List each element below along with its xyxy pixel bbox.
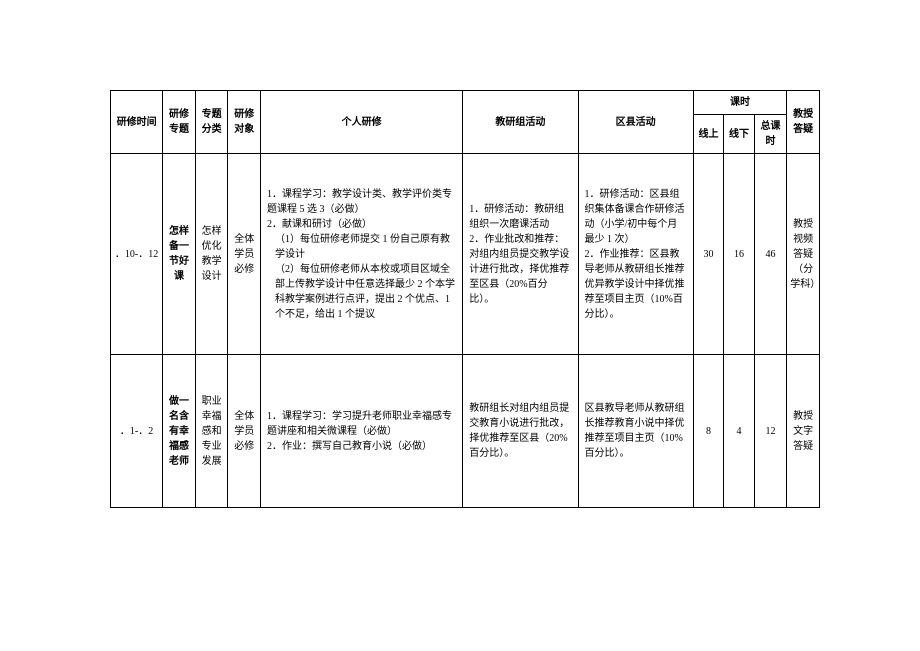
personal-item: 献课和研讨（必做） <box>282 219 372 230</box>
personal-item: 课程学习：教学设计类、教学评价类专题课程 5 选 3（必做） <box>267 189 452 215</box>
header-object: 研修对象 <box>228 91 261 154</box>
cell-personal: 1．课程学习：教学设计类、教学评价类专题课程 5 选 3（必做） 2．献课和研讨… <box>261 154 463 355</box>
header-online: 线上 <box>693 115 723 154</box>
personal-item: 作业：撰写自己教育小说（必做） <box>282 441 432 452</box>
training-schedule-table: 研修时间 研修专题 专题分类 研修对象 个人研修 教研组活动 区县活动 课时 教… <box>110 90 820 508</box>
cell-group: 1．研修活动：教研组组织一次磨课活动 2．作业批改和推荐：对组内组员提交教学设计… <box>463 154 578 355</box>
cell-topic: 做一名含有幸福感老师 <box>163 355 196 508</box>
header-group: 教研组活动 <box>463 91 578 154</box>
header-offline: 线下 <box>724 115 754 154</box>
cell-group: 教研组长对组内组员提交教育小说进行批改，择优推荐至区县（20%百分比）。 <box>463 355 578 508</box>
cell-qa: 教授视频答疑（分学科） <box>787 154 820 355</box>
cell-topic: 怎样备一节好课 <box>163 154 196 355</box>
district-item: 作业推荐：区县教导老师从教研组长推荐优异教学设计中择优推荐至项目主页（10%百分… <box>585 249 685 320</box>
cell-district: 1．研修活动：区县组织集体备课合作研修活动（小学/初中每个月最少 1 次） 2．… <box>578 154 693 355</box>
header-qa: 教授答疑 <box>787 91 820 154</box>
cell-district: 区县教导老师从教研组长推荐教育小说中择优推荐至项目主页（10%百分比）。 <box>578 355 693 508</box>
cell-offline: 16 <box>724 154 754 355</box>
group-item: 研修活动：教研组组织一次磨课活动 <box>469 204 564 230</box>
header-category: 专题分类 <box>195 91 228 154</box>
cell-offline: 4 <box>724 355 754 508</box>
cell-category: 职业幸福感和专业发展 <box>195 355 228 508</box>
personal-subitem: （1）每位研修老师提交 1 份自己原有教学设计 <box>267 232 456 262</box>
header-time: 研修时间 <box>111 91 163 154</box>
header-total: 总课时 <box>754 115 787 154</box>
group-item: 作业批改和推荐：对组内组员提交教学设计进行批改，择优推荐至区县（20%百分比）。 <box>469 234 569 305</box>
header-personal: 个人研修 <box>261 91 463 154</box>
cell-time: ．1-．2 <box>111 355 163 508</box>
cell-object: 全体学员必修 <box>228 355 261 508</box>
cell-total: 46 <box>754 154 787 355</box>
header-topic: 研修专题 <box>163 91 196 154</box>
header-hours: 课时 <box>693 91 786 115</box>
cell-qa: 教授文字答疑 <box>787 355 820 508</box>
personal-subitem: （2）每位研修老师从本校或项目区域全部上传教学设计中任意选择最少 2 个本学科教… <box>267 262 456 322</box>
table-row: ．1-．2 做一名含有幸福感老师 职业幸福感和专业发展 全体学员必修 1．课程学… <box>111 355 820 508</box>
district-item: 研修活动：区县组织集体备课合作研修活动（小学/初中每个月最少 1 次） <box>585 189 685 245</box>
cell-object: 全体学员必修 <box>228 154 261 355</box>
header-district: 区县活动 <box>578 91 693 154</box>
table-row: ．10-．12 怎样备一节好课 怎样优化教学设计 全体学员必修 1．课程学习：教… <box>111 154 820 355</box>
personal-item: 课程学习：学习提升老师职业幸福感专题讲座和相关微课程（必做） <box>267 411 452 437</box>
cell-personal: 1．课程学习：学习提升老师职业幸福感专题讲座和相关微课程（必做） 2．作业：撰写… <box>261 355 463 508</box>
table-header-row-1: 研修时间 研修专题 专题分类 研修对象 个人研修 教研组活动 区县活动 课时 教… <box>111 91 820 115</box>
cell-total: 12 <box>754 355 787 508</box>
document-page: 研修时间 研修专题 专题分类 研修对象 个人研修 教研组活动 区县活动 课时 教… <box>0 0 920 651</box>
cell-online: 30 <box>693 154 723 355</box>
cell-time: ．10-．12 <box>111 154 163 355</box>
cell-online: 8 <box>693 355 723 508</box>
cell-category: 怎样优化教学设计 <box>195 154 228 355</box>
